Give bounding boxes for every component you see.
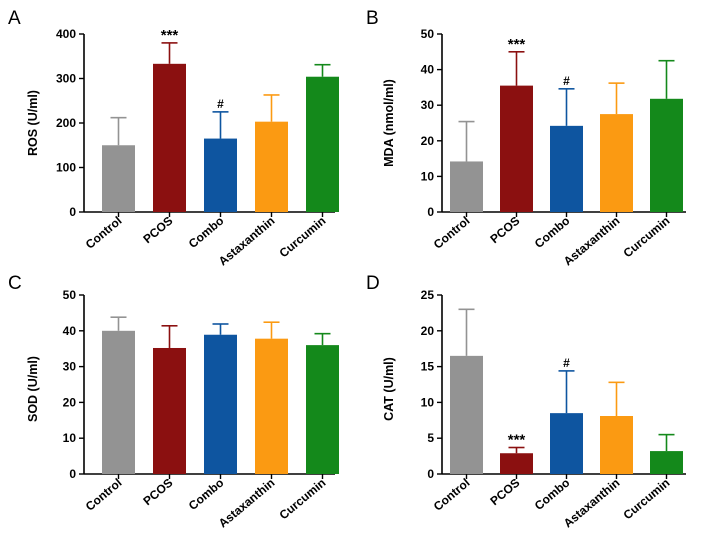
bar-combo <box>204 138 237 212</box>
x-tick-label: Combo <box>532 214 573 251</box>
y-tick-label: 0 <box>427 467 434 481</box>
y-axis-label: ROS (U/ml) <box>26 90 40 156</box>
bar-combo <box>550 413 583 474</box>
y-tick-label: 400 <box>56 27 76 41</box>
chart-panel-b: B MDA (nmol/ml) 0 10 20 30 40 50 Control PCOS *** C… <box>366 8 686 268</box>
panel-letter: B <box>366 8 379 29</box>
y-tick-label: 25 <box>421 288 435 302</box>
y-tick-label: 20 <box>63 395 77 409</box>
panel-letter: C <box>8 273 22 294</box>
bar-control <box>102 330 135 474</box>
bar-astaxanthin <box>255 338 288 474</box>
x-tick-label: Combo <box>532 476 573 513</box>
bar-curcumin <box>306 345 339 474</box>
significance-annotation: *** <box>508 432 526 449</box>
x-tick-label: Control <box>83 476 125 514</box>
x-tick-label: Combo <box>186 476 227 513</box>
x-tick-label: Combo <box>186 214 227 251</box>
x-tick-label: Control <box>431 214 473 252</box>
hash-annotation: # <box>563 74 570 88</box>
y-tick-label: 0 <box>69 205 76 219</box>
bar-astaxanthin <box>600 114 633 212</box>
x-tick-label: PCOS <box>140 214 175 247</box>
bar-astaxanthin <box>255 121 288 212</box>
bar-combo <box>550 125 583 212</box>
bar-pcos <box>500 85 533 212</box>
y-tick-label: 40 <box>421 63 435 77</box>
x-tick-label: Control <box>431 476 473 514</box>
bar-control <box>450 355 483 474</box>
x-tick-label: PCOS <box>487 476 522 509</box>
y-tick-label: 50 <box>421 27 435 41</box>
y-axis-label: MDA (nmol/ml) <box>382 79 396 167</box>
bar-curcumin <box>650 98 683 212</box>
y-tick-label: 30 <box>63 360 77 374</box>
bar-pcos <box>500 453 533 474</box>
chart-panel-a: A ROS (U/ml) 0 100 200 300 400 Control PCOS *** Co… <box>8 8 339 268</box>
x-tick-label: PCOS <box>140 476 175 509</box>
x-tick-label: Control <box>83 214 125 252</box>
bar-pcos <box>153 347 186 474</box>
significance-annotation: *** <box>508 36 526 53</box>
y-tick-label: 10 <box>63 431 77 445</box>
x-tick-label: Curcumin <box>277 214 329 261</box>
chart-panel-c: C SOD (U/ml) 0 10 20 30 40 50 Control PCOS ComboAs… <box>8 273 339 530</box>
y-axis-label: SOD (U/ml) <box>26 356 40 422</box>
x-tick-label: Curcumin <box>277 476 329 523</box>
bar-control <box>102 145 135 212</box>
y-tick-label: 5 <box>427 431 434 445</box>
y-tick-label: 20 <box>421 134 435 148</box>
y-tick-label: 200 <box>56 116 76 130</box>
y-tick-label: 0 <box>427 205 434 219</box>
x-tick-label: PCOS <box>487 214 522 247</box>
y-tick-label: 40 <box>63 324 77 338</box>
bar-combo <box>204 334 237 474</box>
panel-letter: A <box>8 8 21 29</box>
hash-annotation: # <box>563 356 570 370</box>
bar-astaxanthin <box>600 416 633 474</box>
y-tick-label: 0 <box>69 467 76 481</box>
y-axis-label: CAT (U/ml) <box>382 357 396 421</box>
hash-annotation: # <box>217 97 224 111</box>
x-tick-label: Astaxanthin <box>216 214 278 269</box>
x-tick-label: Curcumin <box>621 476 673 523</box>
bar-curcumin <box>306 76 339 212</box>
chart-panel-d: D CAT (U/ml) 0 5 10 15 20 25 Control PCOS *** Combo… <box>366 273 686 530</box>
y-tick-label: 100 <box>56 161 76 175</box>
bar-control <box>450 161 483 212</box>
y-tick-label: 10 <box>421 169 435 183</box>
y-tick-label: 10 <box>421 395 435 409</box>
x-tick-label: Astaxanthin <box>216 476 278 531</box>
panel-letter: D <box>366 273 380 294</box>
x-tick-label: Curcumin <box>621 214 673 261</box>
y-tick-label: 300 <box>56 72 76 86</box>
y-tick-label: 20 <box>421 324 435 338</box>
bar-pcos <box>153 63 186 212</box>
y-tick-label: 15 <box>421 360 435 374</box>
y-tick-label: 30 <box>421 98 435 112</box>
significance-annotation: *** <box>161 27 179 44</box>
y-tick-label: 50 <box>63 288 77 302</box>
bar-curcumin <box>650 451 683 474</box>
